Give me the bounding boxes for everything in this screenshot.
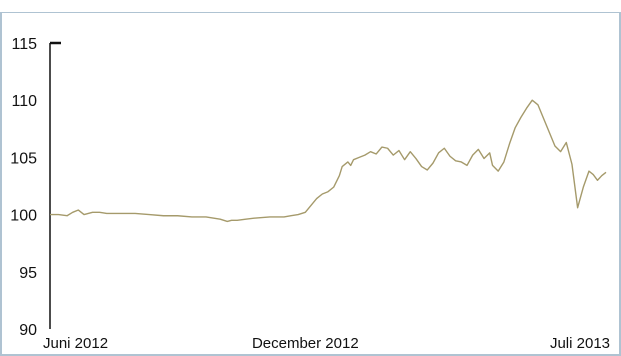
chart-frame-border (0, 11, 621, 356)
y-tick-label: 100 (10, 208, 37, 225)
series-line (50, 99, 607, 223)
x-tick-label: Juli 2013 (550, 335, 610, 352)
y-tick-label: 115 (11, 36, 37, 53)
y-tick-labels: 90 95 100 105 110 115 (10, 36, 37, 339)
x-tick-labels: Juni 2012 December 2012 Juli 2013 (43, 335, 610, 352)
x-tick-label: December 2012 (252, 335, 359, 352)
y-tick-label: 95 (19, 265, 37, 282)
y-tick-label: 90 (19, 322, 37, 339)
x-tick-label: Juni 2012 (43, 335, 108, 352)
y-tick-label: 110 (11, 93, 37, 110)
y-tick-label: 105 (10, 150, 37, 167)
chart-header-band (0, 0, 621, 12)
